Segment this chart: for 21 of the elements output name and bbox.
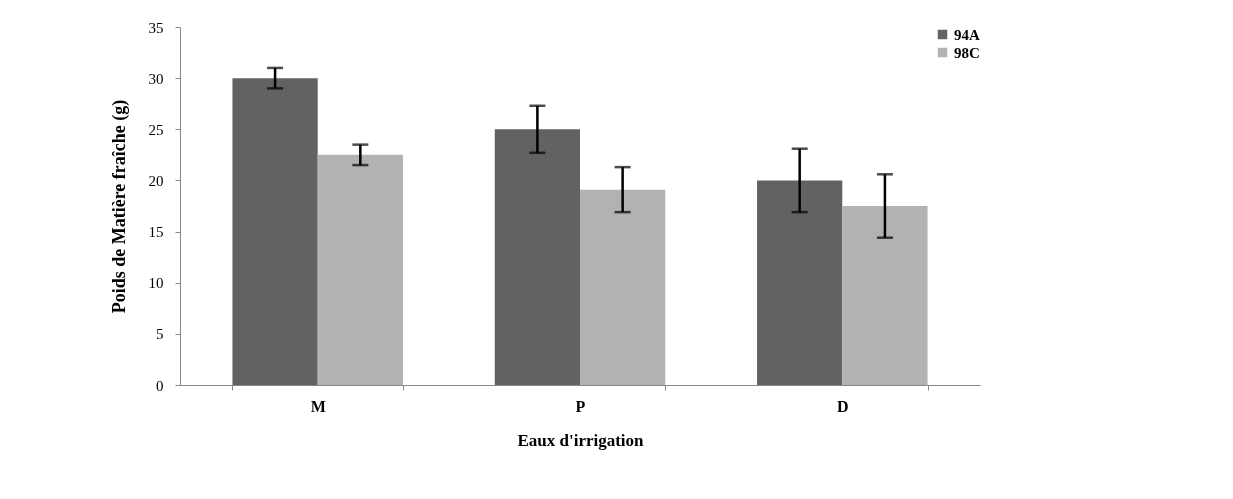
- y-axis-title: Poids de Matière fraîche (g): [108, 99, 130, 314]
- y-tick-label: 5: [156, 326, 164, 343]
- bar: [580, 189, 666, 385]
- bar: [494, 129, 580, 385]
- y-tick-label: 25: [148, 121, 164, 138]
- y-tick-label: 15: [148, 224, 164, 241]
- y-tick-label: 20: [148, 172, 164, 189]
- bar: [232, 78, 318, 385]
- x-tick-label: P: [575, 397, 586, 415]
- bar: [757, 180, 843, 385]
- x-tick-label: D: [837, 397, 849, 415]
- bar: [842, 206, 928, 385]
- y-tick-label: 0: [156, 377, 164, 394]
- y-tick-label: 30: [148, 70, 164, 87]
- x-tick-label: M: [310, 397, 326, 415]
- x-axis-title: Eaux d'irrigation: [517, 430, 645, 450]
- legend-label: 94A: [954, 26, 980, 43]
- legend-label: 98C: [954, 44, 980, 61]
- y-tick-label: 35: [148, 19, 164, 36]
- y-tick-label: 10: [148, 275, 164, 292]
- bar: [317, 154, 403, 385]
